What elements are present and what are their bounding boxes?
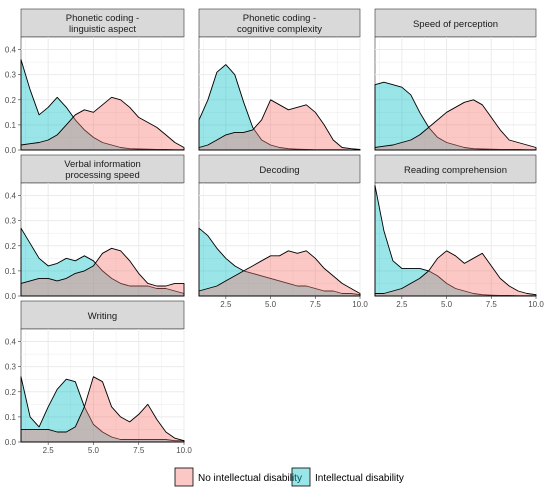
legend: No intellectual disability Intellectual …	[174, 467, 404, 487]
y-tick-label: 0.2	[5, 96, 17, 105]
x-tick-label: 7.5	[133, 446, 145, 455]
facet-title: Decoding	[259, 165, 299, 176]
facet-panel: Reading comprehension 2.5 5.0 7.5 10.0	[374, 154, 544, 309]
panels-layer: Phonetic coding -linguistic aspect0.00.1…	[5, 8, 544, 455]
facet-panel: Writing 0.0 0.1 0.2 0.3 0.4 2.5 5.0 7.5 10.0	[5, 300, 192, 455]
facet-title: linguistic aspect	[69, 24, 136, 35]
x-tick-label: 7.5	[486, 300, 498, 309]
facet-strip	[374, 8, 537, 38]
density-no-id	[374, 250, 537, 297]
facet-panel: Phonetic coding -cognitive complexity	[198, 8, 361, 151]
legend-label-no-id: No intellectual disability	[198, 473, 302, 484]
facet-panel: Phonetic coding -linguistic aspect 0.0 0.1…	[5, 8, 185, 155]
y-tick-label: 0.2	[5, 388, 17, 397]
facet-title: Reading comprehension	[404, 165, 507, 176]
legend-swatch-no-id	[174, 467, 194, 487]
x-tick-label: 5.0	[265, 300, 277, 309]
facet-title: processing speed	[65, 170, 139, 181]
y-tick-label: 0.1	[5, 267, 17, 276]
density-id	[20, 376, 185, 443]
x-tick-label: 10.0	[176, 446, 192, 455]
facet-panel: Speed of perception	[374, 8, 537, 151]
facet-title: Verbal information	[64, 159, 141, 170]
y-tick-label: 0.1	[5, 121, 17, 130]
y-tick-label: 0.0	[5, 438, 17, 447]
x-tick-label: 2.5	[396, 300, 408, 309]
facet-title: Phonetic coding -	[66, 13, 139, 24]
density-no-id	[20, 376, 185, 443]
y-tick-label: 0.0	[5, 292, 17, 301]
facet-title: cognitive complexity	[237, 24, 322, 35]
facet-strip	[20, 300, 185, 330]
x-tick-label: 2.5	[220, 300, 232, 309]
y-tick-label: 0.2	[5, 242, 17, 251]
density-no-id	[20, 247, 185, 297]
y-tick-label: 0.3	[5, 71, 17, 80]
x-tick-label: 2.5	[43, 446, 55, 455]
y-tick-label: 0.3	[5, 363, 17, 372]
x-tick-label: 5.0	[88, 446, 100, 455]
y-tick-label: 0.4	[5, 46, 17, 55]
y-tick-label: 0.4	[5, 338, 17, 347]
facet-strip	[198, 154, 361, 184]
x-tick-label: 5.0	[441, 300, 453, 309]
density-no-id	[198, 250, 361, 297]
legend-label-id: Intellectual disability	[315, 473, 404, 484]
y-tick-label: 0.1	[5, 413, 17, 422]
y-tick-label: 0.4	[5, 192, 17, 201]
facet-strip	[20, 154, 185, 184]
x-tick-label: 10.0	[352, 300, 368, 309]
density-no-id	[198, 99, 361, 151]
legend-swatch-id	[291, 467, 311, 487]
facet-title: Writing	[88, 311, 117, 322]
facet-strip	[20, 8, 185, 38]
facet-title: Phonetic coding -	[243, 13, 316, 24]
y-tick-label: 0.3	[5, 217, 17, 226]
density-id	[20, 227, 185, 297]
x-tick-label: 10.0	[528, 300, 544, 309]
facet-panel: Decoding 2.5 5.0 7.5 10.0	[198, 154, 368, 309]
facet-title: Speed of perception	[413, 19, 498, 30]
density-no-id	[20, 96, 185, 151]
density-id	[198, 227, 361, 297]
x-tick-label: 7.5	[310, 300, 322, 309]
density-no-id	[374, 99, 537, 151]
facet-strip	[198, 8, 361, 38]
y-tick-label: 0.0	[5, 146, 17, 155]
